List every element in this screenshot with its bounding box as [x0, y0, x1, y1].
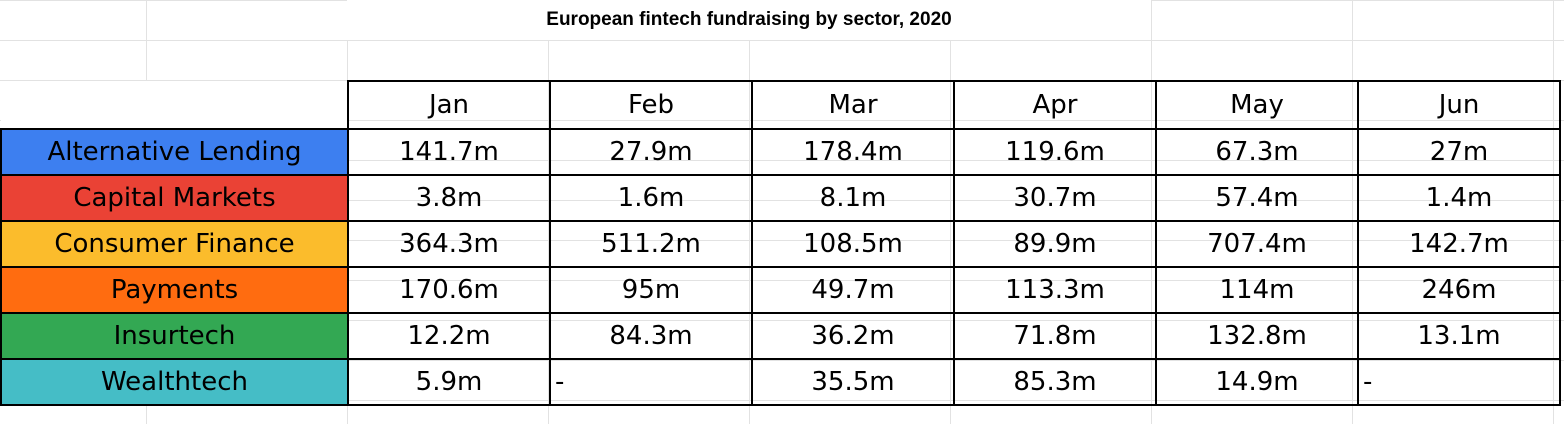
sector-label-cell[interactable]: Alternative Lending — [0, 128, 349, 176]
sector-label-cell[interactable]: Consumer Finance — [0, 220, 349, 268]
month-header-cell[interactable]: Feb — [549, 80, 753, 130]
sector-label-cell[interactable]: Payments — [0, 266, 349, 314]
value-cell[interactable]: 13.1m — [1357, 312, 1561, 360]
month-header-cell[interactable]: Jan — [347, 80, 551, 130]
value-cell[interactable]: 178.4m — [751, 128, 955, 176]
sector-row: Payments 170.6m 95m 49.7m 113.3m 114m 246m — [0, 266, 1561, 314]
value-cell[interactable]: 5.9m — [347, 358, 551, 406]
value-cell[interactable]: 113.3m — [953, 266, 1157, 314]
month-header-cell[interactable]: Apr — [953, 80, 1157, 130]
month-header-cell[interactable]: May — [1155, 80, 1359, 130]
value-cell[interactable]: 84.3m — [549, 312, 753, 360]
value-cell[interactable]: 132.8m — [1155, 312, 1359, 360]
sector-label-cell[interactable]: Capital Markets — [0, 174, 349, 222]
value-cell[interactable]: 12.2m — [347, 312, 551, 360]
sector-row: Alternative Lending 141.7m 27.9m 178.4m 119.… — [0, 128, 1561, 176]
sector-row: Capital Markets 3.8m 1.6m 8.1m 30.7m 57.4m 1.4… — [0, 174, 1561, 222]
value-cell[interactable]: 71.8m — [953, 312, 1157, 360]
header-row: Jan Feb Mar Apr May Jun — [1, 80, 1561, 130]
value-cell[interactable]: 114m — [1155, 266, 1359, 314]
value-cell[interactable]: 108.5m — [751, 220, 955, 268]
value-cell[interactable]: 27.9m — [549, 128, 753, 176]
value-cell[interactable]: 1.6m — [549, 174, 753, 222]
value-cell[interactable]: 246m — [1357, 266, 1561, 314]
sector-row: Wealthtech 5.9m -35.5m 85.3m 14.9m - — [0, 358, 1561, 406]
value-cell[interactable]: 14.9m — [1155, 358, 1359, 406]
sector-label-cell[interactable]: Wealthtech — [0, 358, 349, 406]
value-cell[interactable]: - — [1357, 358, 1561, 406]
value-cell[interactable]: 3.8m — [347, 174, 551, 222]
fundraising-table: Jan Feb Mar Apr May Jun Alternative Lending 141… — [0, 80, 1561, 406]
sector-row: Consumer Finance 364.3m 511.2m 108.5m 89.9m 7… — [0, 220, 1561, 268]
value-cell[interactable]: 95m — [549, 266, 753, 314]
value-cell[interactable]: 707.4m — [1155, 220, 1359, 268]
corner-cell[interactable] — [1, 81, 349, 130]
value-cell[interactable]: 170.6m — [347, 266, 551, 314]
value-cell[interactable]: 57.4m — [1155, 174, 1359, 222]
value-cell[interactable]: 142.7m — [1357, 220, 1561, 268]
month-header-cell[interactable]: Mar — [751, 80, 955, 130]
value-cell[interactable]: 27m — [1357, 128, 1561, 176]
value-cell[interactable]: 511.2m — [549, 220, 753, 268]
value-cell[interactable]: 8.1m — [751, 174, 955, 222]
value-cell[interactable]: 141.7m — [347, 128, 551, 176]
value-cell[interactable]: - — [549, 358, 753, 406]
sector-row: Insurtech 12.2m 84.3m 36.2m 71.8m 132.8m 13.1m — [0, 312, 1561, 360]
value-cell[interactable]: 119.6m — [953, 128, 1157, 176]
value-cell[interactable]: 364.3m — [347, 220, 551, 268]
value-cell[interactable]: 89.9m — [953, 220, 1157, 268]
sheet-title[interactable]: European fintech fundraising by sector, … — [347, 0, 1151, 40]
value-cell[interactable]: 1.4m — [1357, 174, 1561, 222]
value-cell[interactable]: 67.3m — [1155, 128, 1359, 176]
empty-row[interactable] — [0, 40, 1564, 80]
value-cell[interactable]: 35.5m — [751, 358, 955, 406]
month-header-cell[interactable]: Jun — [1357, 80, 1561, 130]
value-cell[interactable]: 30.7m — [953, 174, 1157, 222]
sector-label-cell[interactable]: Insurtech — [0, 312, 349, 360]
value-cell[interactable]: 49.7m — [751, 266, 955, 314]
value-cell[interactable]: 85.3m — [953, 358, 1157, 406]
value-cell[interactable]: 36.2m — [751, 312, 955, 360]
